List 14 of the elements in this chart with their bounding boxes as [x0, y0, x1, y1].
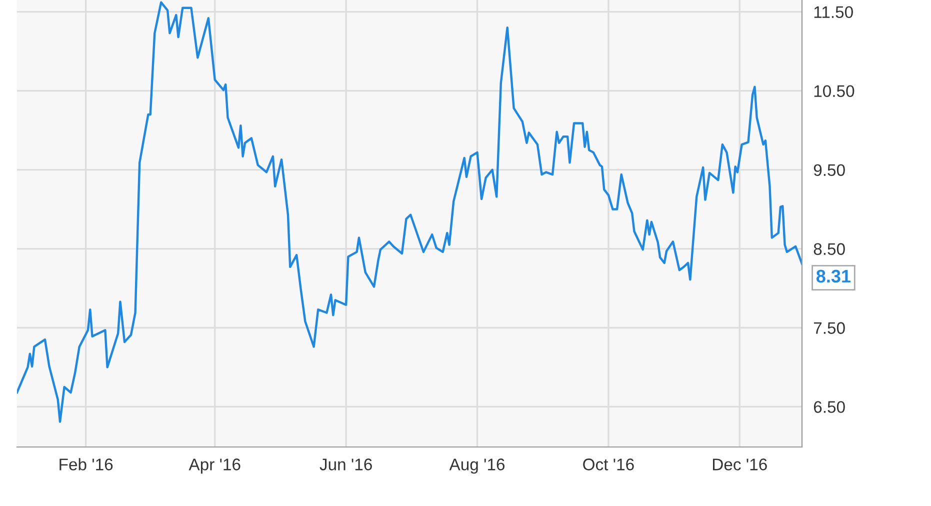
line-series: [17, 1, 802, 423]
y-tick-label: 9.50: [814, 164, 845, 176]
x-tick-label: Aug '16: [449, 458, 505, 474]
annotation: 8.31: [816, 270, 851, 283]
x-tick-label: Feb '16: [60, 458, 113, 470]
x-tick-label: Apr '16: [188, 458, 240, 474]
x-tick-label: Dec '16: [713, 458, 767, 470]
y-tick-label: 6.50: [814, 401, 845, 413]
x-tick-label: Jun '16: [320, 458, 372, 470]
y-tick-label: 10.50: [814, 85, 854, 98]
y-tick-label: 7.50: [814, 322, 845, 334]
x-tick-label: Oct '16: [583, 458, 634, 470]
y-tick-label: 11.50: [814, 6, 853, 18]
y-tick-label: 8.50: [814, 243, 845, 255]
